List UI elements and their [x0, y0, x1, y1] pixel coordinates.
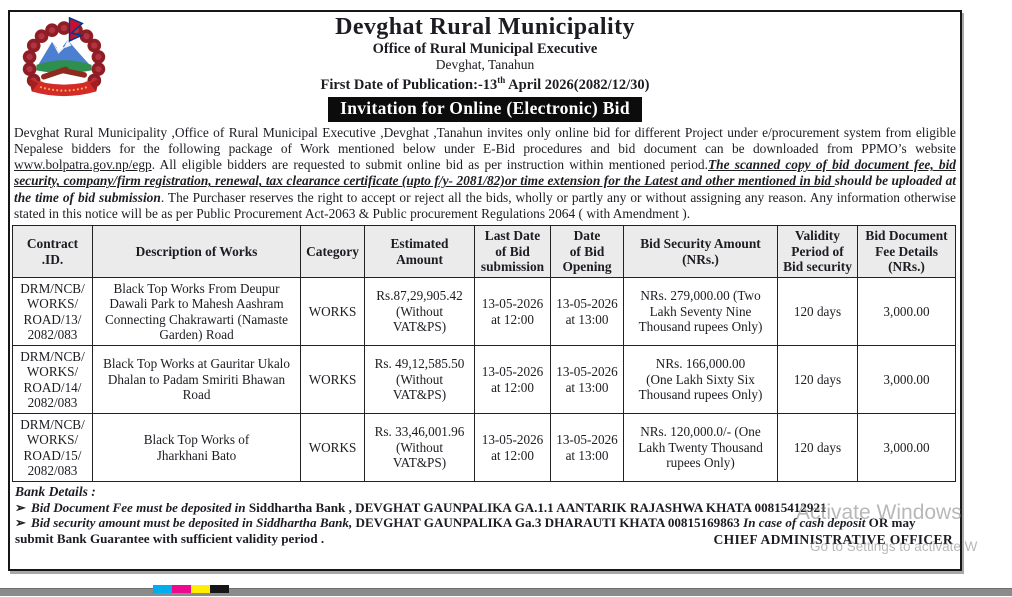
bank-item2-rest: OR may submit Bank Guarantee with suffic…: [15, 515, 916, 546]
tender-table: Contract .ID. Description of Works Categor…: [12, 225, 956, 483]
page-title: Devghat Rural Municipality: [335, 14, 635, 40]
last-date-cell: 13-05-2026 at 12:00: [474, 413, 551, 483]
bank-item2-emphasis-2: In case of cash deposit: [743, 515, 866, 531]
validity-cell: 120 days: [777, 413, 858, 483]
bolpatra-link[interactable]: www.bolpatra.gov.np/egp: [14, 157, 152, 173]
table-header-cell: Description of Works: [92, 225, 301, 279]
fee-cell: 3,000.00: [857, 345, 956, 415]
municipality-logo: [22, 16, 106, 97]
bank-item1-emphasis: Bid Document Fee must be deposited in: [31, 499, 246, 515]
bid-security-cell: NRs. 279,000.00 (Two Lakh Seventy Nine T…: [623, 277, 778, 347]
activate-windows-subtext: Go to Settings to activate W: [810, 539, 978, 554]
description-cell: Black Top Works of Jharkhani Bato: [92, 413, 301, 483]
intro-text-1: Devghat Rural Municipality ,Office of Ru…: [14, 124, 956, 157]
bid-security-cell: NRs. 166,000.00 (One Lakh Sixty Six Thou…: [623, 345, 778, 415]
nepal-flag-icon: [68, 16, 84, 43]
bank-item1-account: Siddhartha Bank , DEVGHAT GAUNPALIKA GA.…: [245, 499, 827, 515]
table-header-cell: Estimated Amount: [364, 225, 475, 279]
category-cell: WORKS: [300, 277, 365, 347]
table-header-cell: Last Date of Bid submission: [474, 225, 551, 279]
signature-line: CHIEF ADMINISTRATIVE OFFICER: [713, 531, 953, 547]
horizontal-scrollbar[interactable]: [0, 588, 1012, 596]
print-color-chip-magenta: [172, 585, 191, 593]
bank-detail-item-2: ➢ Bid security amount must be deposited i…: [15, 515, 955, 546]
contract-id-cell: DRM/NCB/ WORKS/ ROAD/13/ 2082/083: [12, 277, 93, 347]
hills-icon: [36, 60, 92, 74]
description-cell: Black Top Works at Gauritar Ukalo Dhalan…: [92, 345, 301, 415]
ribbon-banner-icon: [29, 78, 99, 97]
arrow-bullet-icon: ➢: [15, 515, 26, 531]
bank-item2-account: DEVGHAT GAUNPALIKA Ga.3 DHARAUTI KHATA 0…: [352, 515, 744, 531]
bid-security-cell: NRs. 120,000.0/- (One Lakh Twenty Thousa…: [623, 413, 778, 483]
bank-details-section: Bank Details : ➢ Bid Document Fee must be…: [15, 484, 955, 547]
opening-date-cell: 13-05-2026 at 13:00: [550, 277, 624, 347]
table-head: Contract .ID. Description of Works Categor…: [12, 225, 956, 279]
mountain-icon: [38, 40, 90, 65]
intro-paragraph: Devghat Rural Municipality ,Office of Ru…: [14, 125, 956, 222]
table-header-cell: Validity Period of Bid security: [777, 225, 858, 279]
notice-document: Devghat Rural Municipality Office of Rur…: [8, 10, 962, 571]
category-cell: WORKS: [300, 345, 365, 415]
fee-cell: 3,000.00: [857, 277, 956, 347]
table-row: DRM/NCB/ WORKS/ ROAD/13/ 2082/083 Black T…: [12, 277, 956, 347]
intro-text-2: . All eligible bidders are requested to …: [151, 157, 708, 173]
intro-emphasis-bold: should be uploaded at the time of bid su…: [14, 173, 957, 205]
opening-date-cell: 13-05-2026 at 13:00: [550, 413, 624, 483]
table-row: DRM/NCB/ WORKS/ ROAD/15/ 2082/083 Black T…: [12, 413, 956, 483]
last-date-cell: 13-05-2026 at 12:00: [474, 277, 551, 347]
table-row: DRM/NCB/ WORKS/ ROAD/14/ 2082/083 Black T…: [12, 345, 956, 415]
print-color-chip-cyan: [153, 585, 172, 593]
table-header-row: Contract .ID. Description of Works Categor…: [12, 225, 956, 279]
contract-id-cell: DRM/NCB/ WORKS/ ROAD/15/ 2082/083: [12, 413, 93, 483]
table-header-cell: Bid Document Fee Details (NRs.): [857, 225, 956, 279]
validity-cell: 120 days: [777, 345, 858, 415]
intro-emphasis-underlined: The scanned copy of bid document fee, bi…: [14, 157, 957, 189]
contract-id-cell: DRM/NCB/ WORKS/ ROAD/14/ 2082/083: [12, 345, 93, 415]
table-header-cell: Contract .ID.: [12, 225, 93, 279]
arrow-bullet-icon: ➢: [15, 499, 26, 515]
print-color-chip-black: [210, 585, 229, 593]
bank-item2-emphasis-1: Bid security amount must be deposited in…: [31, 515, 353, 531]
publication-date: First Date of Publication:-13th April 20…: [320, 75, 650, 93]
estimated-amount-cell: Rs. 49,12,585.50 (Without VAT&PS): [364, 345, 475, 415]
table-header-cell: Date of Bid Opening: [550, 225, 624, 279]
location-line: Devghat, Tanahun: [435, 57, 535, 72]
intro-text-3: . The Purchaser reserves the right to ac…: [14, 189, 956, 221]
opening-date-cell: 13-05-2026 at 13:00: [550, 345, 624, 415]
table-body: DRM/NCB/ WORKS/ ROAD/13/ 2082/083 Black T…: [12, 277, 956, 483]
document-header: Devghat Rural Municipality Office of Rur…: [10, 12, 960, 122]
last-date-cell: 13-05-2026 at 12:00: [474, 345, 551, 415]
category-cell: WORKS: [300, 413, 365, 483]
activate-windows-watermark: Activate Windows: [796, 501, 962, 524]
validity-cell: 120 days: [777, 277, 858, 347]
fee-cell: 3,000.00: [857, 413, 956, 483]
table-header-cell: Bid Security Amount (NRs.): [623, 225, 778, 279]
description-cell: Black Top Works From Deupur Dawali Park …: [92, 277, 301, 347]
estimated-amount-cell: Rs.87,29,905.42 (Without VAT&PS): [364, 277, 475, 347]
table-header-cell: Category: [300, 225, 365, 279]
invitation-banner: Invitation for Online (Electronic) Bid: [328, 96, 642, 122]
handshake-icon: [41, 66, 88, 80]
print-color-chip-yellow: [191, 585, 210, 593]
bank-detail-item-1: ➢ Bid Document Fee must be deposited in S…: [15, 500, 955, 516]
office-line: Office of Rural Municipal Executive: [372, 41, 598, 57]
bank-details-title: Bank Details :: [15, 484, 96, 500]
estimated-amount-cell: Rs. 33,46,001.96 (Without VAT&PS): [364, 413, 475, 483]
